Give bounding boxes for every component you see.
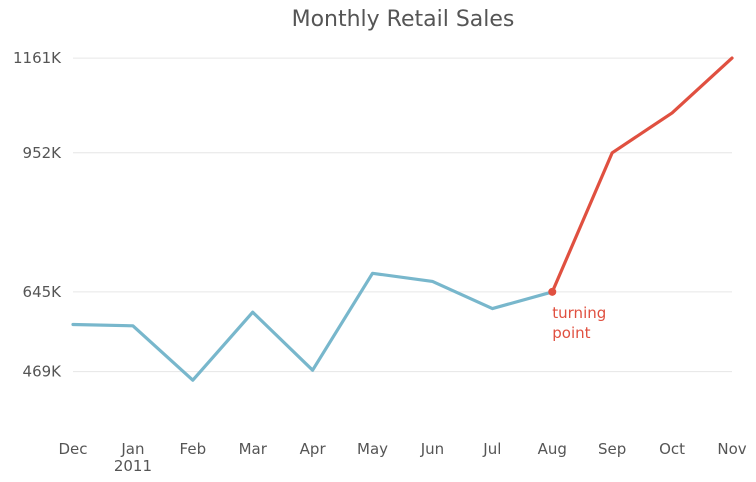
x-tick-sublabel: 2011 bbox=[114, 457, 152, 475]
annotation: turning point bbox=[548, 287, 606, 342]
x-tick-label: Jun bbox=[420, 440, 444, 458]
annotation-label: point bbox=[552, 324, 590, 342]
chart-title: Monthly Retail Sales bbox=[292, 7, 515, 32]
x-tick-label: Aug bbox=[538, 440, 567, 458]
x-tick-label: Sep bbox=[598, 440, 626, 458]
turning-point-marker bbox=[548, 287, 557, 296]
series-lines bbox=[71, 56, 734, 382]
x-tick-label: Nov bbox=[717, 440, 746, 458]
y-tick-label: 1161K bbox=[13, 49, 62, 67]
x-tick-label: Jan bbox=[120, 440, 144, 458]
y-axis: 469K 645K 952K 1161K bbox=[13, 49, 62, 380]
gridlines bbox=[73, 57, 732, 373]
x-tick-label: May bbox=[357, 440, 388, 458]
x-tick-label: Jul bbox=[482, 440, 501, 458]
y-tick-label: 952K bbox=[23, 144, 63, 162]
x-tick-label: Oct bbox=[659, 440, 685, 458]
x-tick-label: Mar bbox=[239, 440, 268, 458]
series-line bbox=[550, 56, 734, 294]
series-line bbox=[71, 271, 554, 382]
annotation-label: turning bbox=[552, 304, 606, 322]
x-tick-label: Dec bbox=[58, 440, 87, 458]
y-tick-label: 645K bbox=[23, 283, 63, 301]
y-tick-label: 469K bbox=[23, 363, 63, 381]
x-tick-label: Feb bbox=[180, 440, 207, 458]
x-tick-label: Apr bbox=[300, 440, 327, 458]
